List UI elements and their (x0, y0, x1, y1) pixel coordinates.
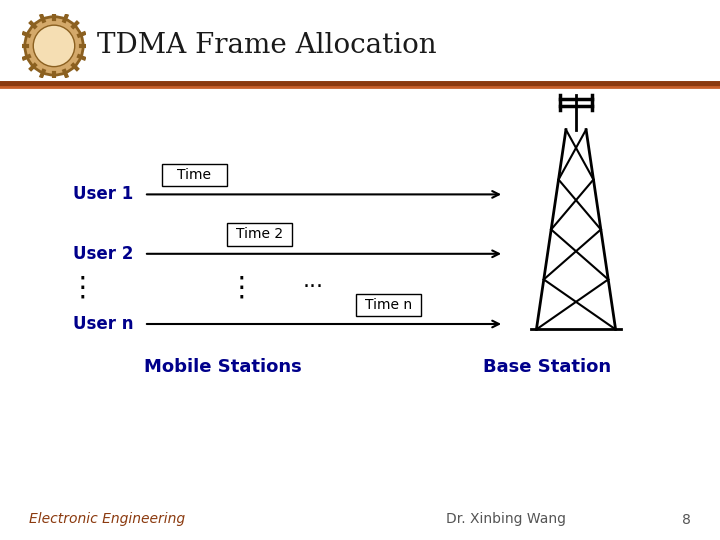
Text: Dr. Xinbing Wang: Dr. Xinbing Wang (446, 512, 567, 526)
Bar (227, 223, 292, 246)
Text: User 1: User 1 (73, 185, 133, 204)
Circle shape (24, 17, 84, 75)
Text: ⋮: ⋮ (69, 273, 96, 301)
Text: Electronic Engineering: Electronic Engineering (29, 512, 185, 526)
Text: User 2: User 2 (73, 245, 133, 263)
Text: ⋮: ⋮ (228, 273, 255, 301)
Text: User n: User n (73, 315, 133, 333)
Text: ···: ··· (302, 277, 324, 298)
Text: Time: Time (177, 168, 212, 182)
Bar (162, 164, 227, 186)
Circle shape (33, 25, 75, 66)
Text: Time 2: Time 2 (235, 227, 283, 241)
Text: TDMA Frame Allocation: TDMA Frame Allocation (97, 32, 437, 59)
Text: Base Station: Base Station (483, 358, 611, 376)
Bar (356, 294, 421, 316)
Text: 8: 8 (683, 512, 691, 526)
Text: Mobile Stations: Mobile Stations (144, 358, 302, 376)
Text: Time n: Time n (365, 298, 413, 312)
